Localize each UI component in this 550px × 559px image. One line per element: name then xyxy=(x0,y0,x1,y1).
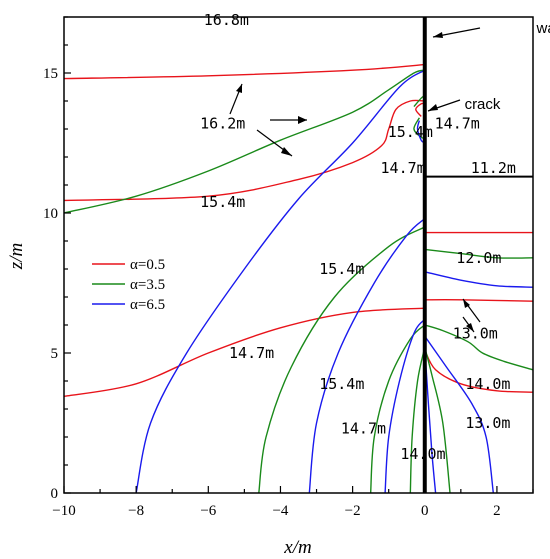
x-tick-label: −6 xyxy=(200,503,216,519)
x-tick-label: 2 xyxy=(493,503,501,519)
plot-background xyxy=(64,17,533,493)
legend-label: α=3.5 xyxy=(130,277,165,293)
label-arrowhead-13.0-down xyxy=(466,323,474,332)
contour-line-3 xyxy=(63,307,425,398)
legend-label: α=0.5 xyxy=(130,257,165,273)
contour-line-15 xyxy=(424,347,451,494)
contour-label: 15.4m xyxy=(319,260,364,278)
y-axis-ticks: 0 5 10 15 xyxy=(43,16,71,502)
label-arrowhead-13.0-up xyxy=(463,299,470,308)
contour-line-7 xyxy=(63,69,425,214)
y-tick-label: 5 xyxy=(51,346,59,362)
contour-label: 11.2m xyxy=(471,159,516,177)
plot-frame xyxy=(63,16,534,494)
contour-line-16 xyxy=(135,69,426,494)
contour-label: 14.7m xyxy=(229,344,274,362)
y-axis-title: z/m xyxy=(6,243,27,270)
contour-label: 15.4m xyxy=(388,123,433,141)
contour-line-12 xyxy=(409,347,426,494)
waterstop-arrowhead xyxy=(433,32,443,38)
contour-line-6 xyxy=(424,349,534,393)
crack-arrowhead xyxy=(428,104,438,111)
contour-label: 14.0m xyxy=(465,375,510,393)
label-arrowhead-16.2-down xyxy=(281,147,292,156)
contour-line-0 xyxy=(63,63,425,80)
contour-line-18 xyxy=(308,218,426,494)
annotation-arrows xyxy=(229,27,481,333)
contour-label: 15.4m xyxy=(319,375,364,393)
x-axis-ticks: −10 −8 −6 −4 −2 0 2 xyxy=(52,486,534,519)
contour-line-11 xyxy=(369,324,426,494)
label-arrowhead-16.2-right xyxy=(298,116,307,124)
contour-label: 13.0m xyxy=(453,324,498,342)
contour-lines xyxy=(63,63,534,494)
y-tick-label: 15 xyxy=(43,66,58,82)
x-tick-label: −4 xyxy=(272,503,288,519)
y-tick-label: 0 xyxy=(51,486,59,502)
x-tick-label: 0 xyxy=(421,503,429,519)
annotations: waterstop crack xyxy=(465,20,550,113)
legend-label: α=6.5 xyxy=(130,297,165,313)
contour-line-13 xyxy=(424,248,534,259)
contour-label: 14.0m xyxy=(400,445,445,463)
x-tick-label: −2 xyxy=(345,503,361,519)
contour-label: 12.0m xyxy=(456,249,501,267)
contour-label: 14.7m xyxy=(435,114,480,132)
contour-label: 15.4m xyxy=(200,193,245,211)
contour-label: 16.2m xyxy=(200,114,245,132)
contour-line-14 xyxy=(424,324,534,371)
contour-label: 13.0m xyxy=(465,414,510,432)
annotation-crack: crack xyxy=(465,96,501,113)
x-axis-title: x/m xyxy=(283,537,311,558)
x-tick-label: −10 xyxy=(52,503,75,519)
contour-label: 14.7m xyxy=(381,159,426,177)
contour-line-19 xyxy=(384,318,426,494)
wall-structure xyxy=(422,17,533,493)
contour-line-10 xyxy=(258,226,426,494)
contour-label: 16.8m xyxy=(204,11,249,29)
annotation-waterstop: waterstop xyxy=(536,20,550,37)
legend: α=0.5 α=3.5 α=6.5 xyxy=(92,257,165,313)
contour-line-20 xyxy=(424,271,534,288)
contour-label: 14.7m xyxy=(341,420,386,438)
label-arrowhead-16.2-up xyxy=(236,84,242,93)
x-tick-label: −8 xyxy=(128,503,144,519)
y-tick-label: 10 xyxy=(43,206,58,222)
contour-line-1 xyxy=(63,99,425,202)
contour-line-5 xyxy=(424,298,534,302)
contour-line-21 xyxy=(424,335,495,494)
